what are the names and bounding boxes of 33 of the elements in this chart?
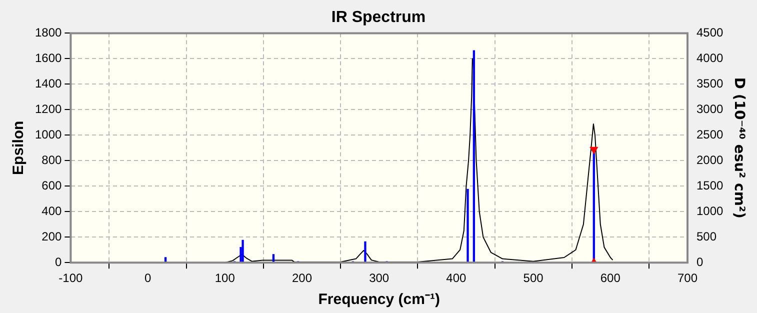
y2-tick-label: 2500: [696, 127, 724, 142]
x-tick-label: 0: [144, 271, 152, 286]
y2-axis-title: D (10⁻⁴⁰ esu² cm²): [730, 77, 747, 218]
y2-tick-label: 1000: [696, 204, 724, 218]
y2-tick-label: 1500: [696, 178, 724, 192]
y-tick-label: 0: [55, 254, 62, 269]
y2-tick-label: 3000: [696, 102, 724, 116]
x-tick-label: -100: [58, 271, 84, 286]
y-axis-title: Epsilon: [10, 120, 28, 175]
y-tick-label: 1000: [34, 127, 62, 142]
x-tick-label: 700: [677, 271, 698, 286]
y2-tick-label: 2000: [696, 152, 724, 167]
x-tick-label: 200: [292, 271, 312, 286]
chart-title: IR Spectrum: [331, 9, 426, 26]
x-tick-label: 100: [214, 271, 236, 286]
y2-tick-label: 4500: [696, 26, 724, 40]
y-tick-label: 1200: [34, 102, 62, 116]
y-tick-label: 1400: [34, 76, 62, 90]
y-tick-label: 600: [42, 178, 62, 192]
y-tick-label: 400: [42, 204, 62, 218]
x-tick-label: 400: [446, 271, 467, 286]
y-tick-label: 200: [42, 229, 62, 244]
y2-tick-label: 3500: [696, 76, 724, 90]
y-tick-label: 1600: [34, 51, 62, 65]
y-tick-label: 800: [42, 152, 62, 167]
y-tick-label: 1800: [34, 26, 62, 40]
x-tick-label: 600: [600, 271, 621, 286]
x-tick-label: 500: [523, 271, 544, 286]
y2-tick-label: 4000: [696, 51, 724, 65]
y2-tick-label: 500: [696, 229, 717, 244]
y2-tick-label: 0: [696, 254, 704, 269]
x-axis-title: Frequency (cm⁻¹): [318, 291, 440, 308]
x-tick-label: 300: [369, 271, 390, 286]
